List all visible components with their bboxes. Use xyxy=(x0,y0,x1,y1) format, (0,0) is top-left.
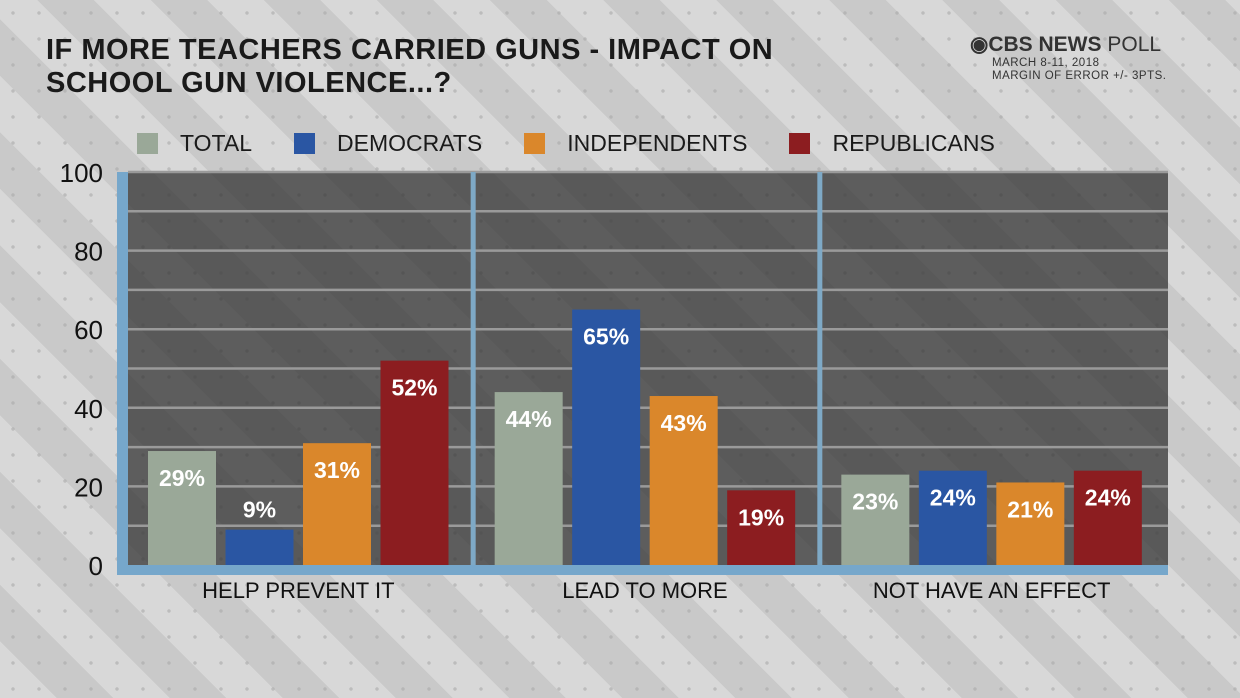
y-tick-label: 20 xyxy=(74,472,103,502)
bar-independents xyxy=(649,396,718,565)
bar-republicans xyxy=(727,490,796,565)
data-label: 43% xyxy=(661,410,707,436)
bar-total xyxy=(148,451,216,565)
data-label: 65% xyxy=(583,324,629,350)
brand-logo: ◉CBS NEWS POLL xyxy=(970,32,1166,57)
legend-item: DEMOCRATS xyxy=(294,130,482,157)
brand-poll: POLL xyxy=(1107,33,1162,56)
bar-total xyxy=(841,474,910,565)
legend-swatch xyxy=(137,133,158,154)
group-separator xyxy=(470,172,476,565)
data-label: 52% xyxy=(391,375,437,401)
data-label: 9% xyxy=(243,497,276,523)
legend-item: TOTAL xyxy=(137,130,252,157)
cbs-eye-icon: ◉ xyxy=(970,33,989,56)
y-axis-line xyxy=(117,172,128,575)
data-label: 19% xyxy=(738,504,784,530)
bar-democrats xyxy=(225,529,294,565)
legend-label: INDEPENDENTS xyxy=(567,130,748,156)
legend-item: INDEPENDENTS xyxy=(524,130,747,157)
margin-of-error: MARGIN OF ERROR +/- 3PTS. xyxy=(992,70,1167,82)
x-category-label: NOT HAVE AN EFFECT xyxy=(873,578,1111,603)
data-label: 44% xyxy=(506,406,552,432)
y-tick-label: 0 xyxy=(89,551,103,581)
x-category-label: LEAD TO MORE xyxy=(562,578,727,603)
legend-label: TOTAL xyxy=(180,130,252,156)
x-category-label: HELP PREVENT IT xyxy=(202,578,394,603)
title-line-1: IF MORE TEACHERS CARRIED GUNS - IMPACT O… xyxy=(46,34,774,66)
y-tick-label: 60 xyxy=(74,315,103,345)
bar-independents xyxy=(303,443,371,565)
legend-swatch xyxy=(294,133,315,154)
bar-independents xyxy=(996,482,1065,565)
bar-democrats xyxy=(572,309,641,565)
bar-republicans xyxy=(380,360,449,565)
y-tick-label: 80 xyxy=(74,237,103,267)
group-separator xyxy=(817,172,823,565)
data-label: 31% xyxy=(314,457,360,483)
data-label: 24% xyxy=(1085,485,1131,511)
y-tick-label: 100 xyxy=(60,158,103,188)
data-label: 21% xyxy=(1007,496,1053,522)
legend-swatch xyxy=(789,133,811,154)
chart-title: IF MORE TEACHERS CARRIED GUNS - IMPACT O… xyxy=(46,34,773,100)
legend-swatch xyxy=(524,133,546,154)
x-axis-line xyxy=(117,565,1168,575)
brand-name: CBS NEWS xyxy=(988,33,1102,56)
bar-total xyxy=(494,392,563,565)
bar-republicans xyxy=(1073,470,1142,565)
legend-item: REPUBLICANS xyxy=(789,130,995,157)
y-tick-label: 40 xyxy=(74,394,103,424)
data-label: 29% xyxy=(159,465,205,491)
cbs-news-poll-brand: ◉CBS NEWS POLL MARCH 8-11, 2018 MARGIN O… xyxy=(970,32,1166,83)
legend: TOTAL DEMOCRATS INDEPENDENTS REPUBLICANS xyxy=(137,130,1037,157)
legend-label: DEMOCRATS xyxy=(337,130,483,156)
legend-label: REPUBLICANS xyxy=(832,130,995,156)
bar-democrats xyxy=(918,470,987,565)
poll-date: MARCH 8-11, 2018 xyxy=(992,57,1100,69)
data-label: 23% xyxy=(852,489,898,515)
data-label: 24% xyxy=(930,485,976,511)
title-line-2: SCHOOL GUN VIOLENCE...? xyxy=(46,67,452,99)
